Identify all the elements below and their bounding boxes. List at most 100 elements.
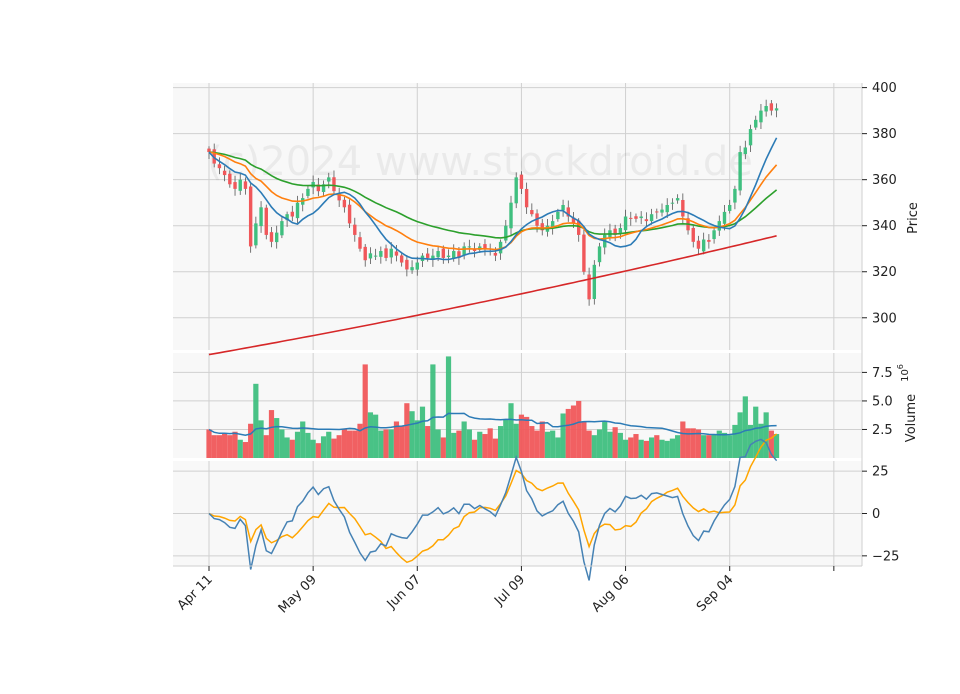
volume-bar xyxy=(586,430,592,458)
volume-bar xyxy=(289,439,295,458)
volume-average-line xyxy=(208,412,777,436)
candle-body xyxy=(347,204,352,224)
volume-bar xyxy=(471,439,478,458)
candle-body xyxy=(738,152,742,191)
volume-bar xyxy=(341,429,347,458)
candle-body xyxy=(566,207,570,217)
volume-bar xyxy=(690,428,696,458)
chart-watermark: (c)2024 www.stockdroid.de xyxy=(207,139,753,185)
candle-body xyxy=(675,198,680,201)
price-tick-label: 300 xyxy=(872,311,897,326)
candle-body xyxy=(436,251,440,258)
candle-body xyxy=(379,251,383,257)
price-tick-label: 360 xyxy=(872,173,897,188)
candle-body xyxy=(681,199,685,217)
candle-body xyxy=(415,262,419,270)
candle-body xyxy=(764,106,768,112)
candle-body xyxy=(665,204,669,213)
volume-bar xyxy=(305,432,311,458)
volume-bar xyxy=(701,435,707,458)
volume-bar xyxy=(747,424,754,458)
volume-bar xyxy=(378,430,384,458)
candle-body xyxy=(425,253,430,258)
candle-body xyxy=(774,108,779,111)
candle-body xyxy=(285,214,289,221)
volume-bar xyxy=(643,440,649,458)
candle-body xyxy=(670,202,675,204)
candle-body xyxy=(754,119,758,128)
candle-body xyxy=(394,251,399,256)
volume-bar xyxy=(320,436,327,458)
candle-body xyxy=(233,182,237,189)
volume-bar xyxy=(388,429,394,458)
x-tick-label: Sep 04 xyxy=(694,572,737,615)
candle-body xyxy=(254,223,258,246)
volume-bar xyxy=(581,421,587,458)
candle-body xyxy=(462,246,466,256)
volume-bar xyxy=(680,421,686,458)
candle-body xyxy=(243,181,248,189)
volume-bar xyxy=(497,426,504,458)
volume-bar xyxy=(279,429,285,458)
volume-bar xyxy=(711,434,717,458)
candle-body xyxy=(519,174,524,189)
volume-bar xyxy=(232,431,238,458)
volume-bar xyxy=(675,435,681,458)
oscillator-panel xyxy=(208,433,778,581)
candle-body xyxy=(264,207,268,235)
candle-body xyxy=(405,259,409,270)
volume-tick-label: 5.0 xyxy=(872,394,893,409)
volume-bar xyxy=(570,405,577,458)
candle-body xyxy=(368,253,373,259)
candle-body xyxy=(561,204,565,211)
candle-body xyxy=(629,217,633,219)
volume-bar xyxy=(596,429,603,458)
candle-body xyxy=(493,252,498,256)
volume-bar xyxy=(622,439,629,458)
volume-bar xyxy=(222,432,228,458)
candle-body xyxy=(212,149,216,164)
volume-bar xyxy=(373,414,379,458)
candle-body xyxy=(316,184,321,192)
volume-bar xyxy=(706,435,712,458)
volume-panel xyxy=(206,356,780,458)
price-tick-label: 400 xyxy=(872,81,897,96)
candle-body xyxy=(550,221,555,228)
candle-body xyxy=(441,248,446,258)
candle-body xyxy=(571,217,576,224)
candle-body xyxy=(717,221,721,231)
volume-bar xyxy=(664,440,670,458)
volume-bar xyxy=(763,412,769,458)
volume-bar xyxy=(617,432,623,458)
candle-body xyxy=(644,219,649,222)
volume-bar xyxy=(211,435,217,458)
candle-body xyxy=(748,129,753,146)
volume-bar xyxy=(565,408,571,458)
candle-body xyxy=(472,249,477,252)
candle-body xyxy=(290,211,295,217)
volume-bar xyxy=(544,431,551,458)
x-tick-label: Aug 06 xyxy=(589,572,632,615)
candle-body xyxy=(634,216,638,219)
volume-bar xyxy=(727,435,733,458)
candle-body xyxy=(733,188,737,203)
volume-bar xyxy=(508,403,514,458)
candle-body xyxy=(207,148,211,153)
volume-bar xyxy=(607,431,613,458)
price-panel xyxy=(207,99,779,356)
x-tick-label: May 09 xyxy=(276,572,320,616)
candle-body xyxy=(592,264,597,299)
candle-body xyxy=(228,173,232,185)
candle-body xyxy=(639,216,643,219)
candle-body xyxy=(509,202,513,229)
candle-body xyxy=(332,177,336,192)
candle-body xyxy=(238,179,242,191)
volume-bar xyxy=(560,413,566,458)
volume-bar xyxy=(393,421,400,458)
oscillator-tick-label: 0 xyxy=(872,507,880,522)
volume-axis-label: Volume xyxy=(904,394,919,442)
volume-bar xyxy=(425,426,431,458)
volume-bar xyxy=(716,430,722,458)
volume-bar xyxy=(310,439,316,458)
